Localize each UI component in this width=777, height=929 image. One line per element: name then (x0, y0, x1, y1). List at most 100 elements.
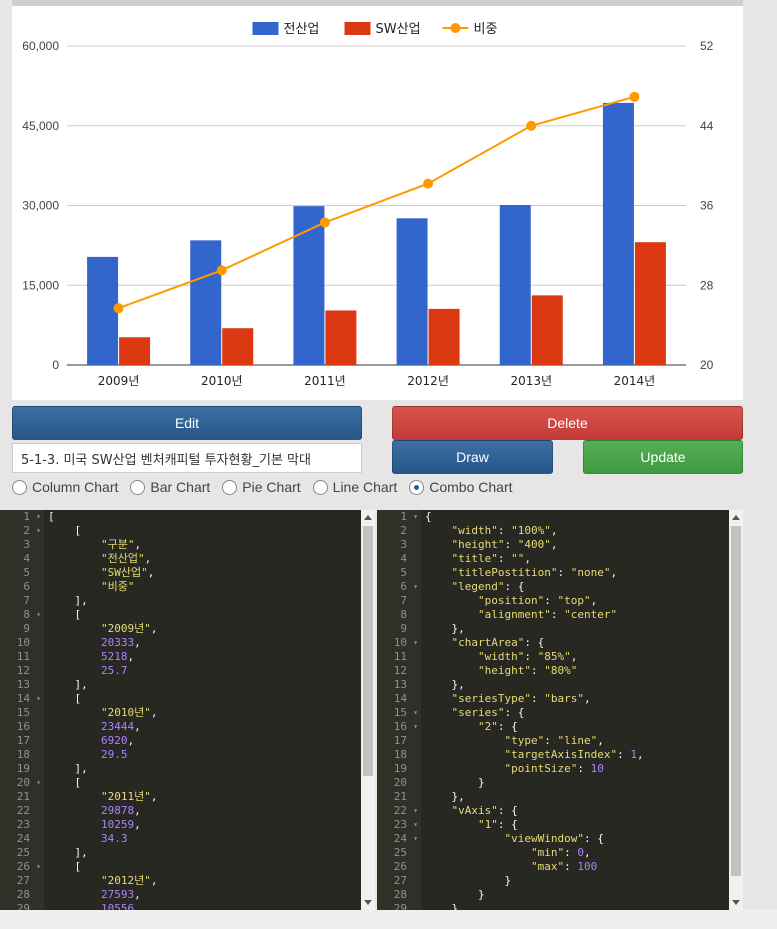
code-token: "legend" (451, 580, 505, 593)
edit-button[interactable]: Edit (12, 406, 362, 440)
code-token (425, 552, 452, 565)
radio-circle-icon[interactable] (312, 479, 328, 495)
code-token: "1" (477, 818, 498, 831)
line-number: 1 ▾ (23, 510, 41, 523)
code-token: 10 (590, 762, 604, 775)
code-line: "title": "", (425, 552, 727, 566)
x-axis-tick-label: 2009년 (98, 374, 140, 388)
code-token: [ (48, 692, 82, 705)
code-token: 10259 (100, 818, 135, 831)
code-token: , (150, 874, 158, 887)
code-token: : { (497, 818, 518, 831)
code-token: 20333 (100, 636, 135, 649)
radio-chart-type[interactable]: Pie Chart (222, 479, 301, 495)
line-number: 19 (16, 762, 30, 775)
code-token: : { (524, 636, 545, 649)
scroll-down-icon[interactable] (364, 900, 372, 905)
line-number: 25 (16, 846, 30, 859)
code-line: "chartArea": { (425, 636, 727, 650)
options-json-editor[interactable]: 1 ▾ 2 3 4 5 6 ▾ 7 8 9 10 ▾ 11 12 13 14 15 ▾ 16 ▾ 17 18 19 20 21 22… (377, 510, 743, 910)
fold-arrow-icon[interactable]: ▾ (413, 806, 418, 815)
code-token: : { (497, 804, 518, 817)
fold-arrow-icon[interactable]: ▾ (413, 708, 418, 717)
code-token: , (147, 566, 155, 579)
fold-arrow-icon[interactable]: ▾ (36, 694, 41, 703)
left-axis-tick-label: 0 (52, 358, 59, 372)
options-editor-scrollbar[interactable] (729, 510, 743, 910)
code-line: "pointSize": 10 (425, 762, 727, 776)
line-number: 28 (393, 888, 407, 901)
scroll-up-icon[interactable] (364, 515, 372, 520)
code-token (425, 818, 478, 831)
line-number: 22 ▾ (393, 804, 418, 817)
code-line: 20333, (48, 636, 359, 650)
scroll-up-icon[interactable] (732, 515, 740, 520)
code-token: ], (48, 762, 88, 775)
code-token: : (544, 594, 558, 607)
code-token: , (127, 650, 135, 663)
x-axis-tick-label: 2013년 (510, 374, 552, 388)
code-line: 34.3 (48, 832, 359, 846)
radio-chart-type[interactable]: Line Chart (312, 479, 397, 495)
code-token: , (127, 734, 135, 747)
scrollbar-thumb[interactable] (363, 526, 373, 776)
radio-chart-type[interactable]: Bar Chart (130, 479, 210, 495)
radio-circle-icon[interactable] (222, 479, 238, 495)
code-line: }, (425, 622, 727, 636)
radio-circle-icon[interactable] (130, 479, 146, 495)
radio-circle-icon[interactable] (409, 479, 425, 495)
code-token (425, 720, 478, 733)
fold-arrow-icon[interactable]: ▾ (413, 722, 418, 731)
fold-arrow-icon[interactable]: ▾ (36, 512, 41, 521)
code-line: ], (48, 594, 359, 608)
fold-arrow-icon[interactable]: ▾ (36, 862, 41, 871)
radio-chart-type[interactable]: Column Chart (12, 479, 118, 495)
code-token: "전산업" (100, 552, 145, 565)
code-token (48, 818, 101, 831)
line-number: 11 (393, 650, 407, 663)
code-line: ], (48, 762, 359, 776)
bar (602, 102, 634, 365)
update-button[interactable]: Update (583, 440, 743, 474)
line-number: 5 (23, 566, 30, 579)
code-line: "legend": { (425, 580, 727, 594)
bar (325, 310, 357, 365)
series-line (118, 95, 635, 310)
code-token: "100%" (511, 524, 551, 537)
code-token: : (497, 552, 512, 565)
editor-code[interactable]: [ [ "구분", "전산업", "SW산업", "비중" ], [ "2009… (48, 510, 359, 910)
code-token: , (636, 748, 644, 761)
delete-button[interactable]: Delete (392, 406, 743, 440)
fold-arrow-icon[interactable]: ▾ (413, 638, 418, 647)
radio-circle-icon[interactable] (12, 479, 27, 495)
fold-arrow-icon[interactable]: ▾ (413, 582, 418, 591)
left-axis-tick-label: 60,000 (22, 39, 59, 53)
code-token: : (504, 538, 518, 551)
radio-chart-type[interactable]: Combo Chart (409, 479, 513, 495)
fold-arrow-icon[interactable]: ▾ (36, 526, 41, 535)
fold-arrow-icon[interactable]: ▾ (413, 834, 418, 843)
line-point (216, 265, 227, 276)
fold-arrow-icon[interactable]: ▾ (36, 778, 41, 787)
bar (428, 308, 460, 365)
line-number: 22 (16, 804, 30, 817)
fold-arrow-icon[interactable]: ▾ (413, 512, 418, 521)
fold-arrow-icon[interactable]: ▾ (36, 610, 41, 619)
scroll-down-icon[interactable] (732, 900, 740, 905)
chart-type-radio-group: Column Chart Bar Chart Pie Chart Line Chart… (12, 477, 525, 497)
line-number: 24 (16, 832, 30, 845)
data-json-editor[interactable]: 1 ▾ 2 ▾ 3 4 5 6 7 8 ▾ 9 10 11 12 13 14 ▾ 15 16 17 18 19 20 ▾ 21 22… (0, 510, 375, 910)
code-line: [ (48, 860, 359, 874)
line-number: 17 (393, 734, 407, 747)
code-token (48, 874, 101, 887)
chart-title-input[interactable] (12, 443, 362, 473)
right-axis-tick-label: 20 (700, 358, 714, 372)
scrollbar-thumb[interactable] (731, 526, 741, 876)
data-editor-scrollbar[interactable] (361, 510, 375, 910)
editor-code[interactable]: { "width": "100%", "height": "400", "tit… (425, 510, 727, 910)
code-token: , (134, 720, 141, 733)
draw-button[interactable]: Draw (392, 440, 553, 474)
bar (499, 204, 531, 365)
code-token: "구분" (100, 538, 135, 551)
fold-arrow-icon[interactable]: ▾ (413, 820, 418, 829)
